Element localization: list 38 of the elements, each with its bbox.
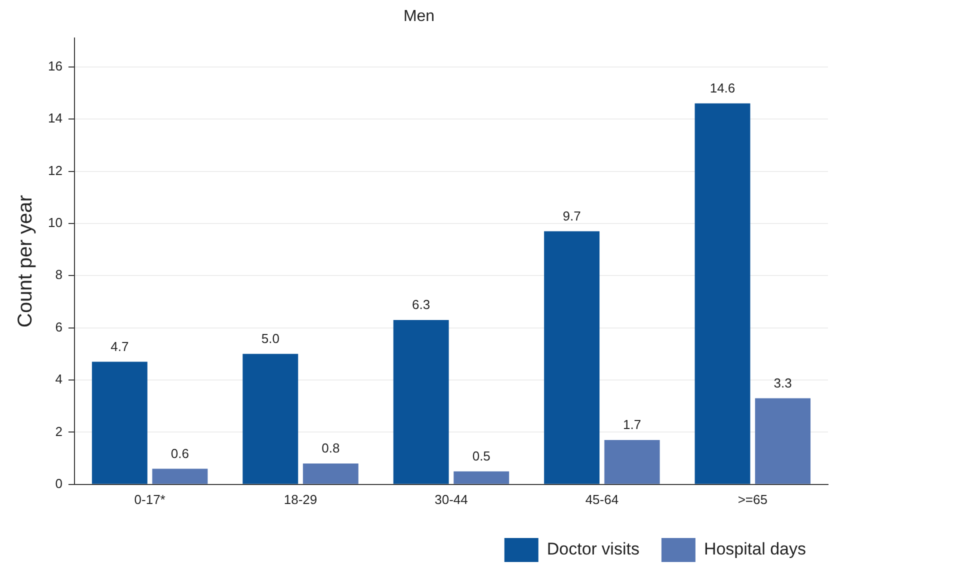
text: 0.6 bbox=[170, 446, 189, 461]
bar bbox=[755, 398, 811, 484]
bar bbox=[393, 320, 449, 484]
bar bbox=[92, 362, 148, 484]
text: 14.6 bbox=[710, 80, 736, 96]
text: 4.7 bbox=[110, 338, 129, 354]
bar bbox=[454, 471, 510, 484]
y-tick-label: 16 bbox=[48, 58, 62, 74]
y-tick-label: 8 bbox=[55, 267, 62, 282]
text: 5.0 bbox=[261, 331, 280, 346]
text: 0.8 bbox=[322, 440, 340, 456]
text: 1.7 bbox=[623, 417, 642, 432]
y-tick-label: 4 bbox=[55, 372, 62, 387]
x-tick-label: 30-44 bbox=[434, 492, 468, 507]
legend-label: Doctor visits bbox=[546, 540, 640, 559]
bar bbox=[152, 468, 208, 484]
bar bbox=[604, 440, 660, 484]
legend-label: Hospital days bbox=[704, 540, 806, 559]
x-tick-label: 0-17* bbox=[134, 492, 166, 507]
x-tick-label: >=65 bbox=[738, 492, 768, 507]
bar bbox=[694, 103, 750, 484]
text: 6.3 bbox=[412, 297, 430, 312]
y-tick-label: 2 bbox=[55, 424, 62, 439]
text: 0.5 bbox=[472, 448, 490, 464]
y-axis-title: Count per year bbox=[14, 194, 37, 328]
text: 3.3 bbox=[774, 375, 792, 390]
x-tick-label: 45-64 bbox=[585, 492, 619, 507]
chart-title: Men bbox=[403, 8, 435, 26]
y-tick-label: 6 bbox=[55, 319, 62, 334]
bar bbox=[544, 231, 600, 484]
bar bbox=[302, 464, 358, 484]
text: 9.7 bbox=[562, 208, 581, 224]
bar bbox=[242, 354, 298, 484]
y-tick-label: 12 bbox=[48, 162, 62, 178]
y-tick-label: 10 bbox=[48, 215, 62, 230]
y-tick-label: 0 bbox=[55, 476, 62, 491]
y-tick-label: 14 bbox=[48, 110, 62, 126]
x-tick-label: 18-29 bbox=[284, 492, 318, 507]
